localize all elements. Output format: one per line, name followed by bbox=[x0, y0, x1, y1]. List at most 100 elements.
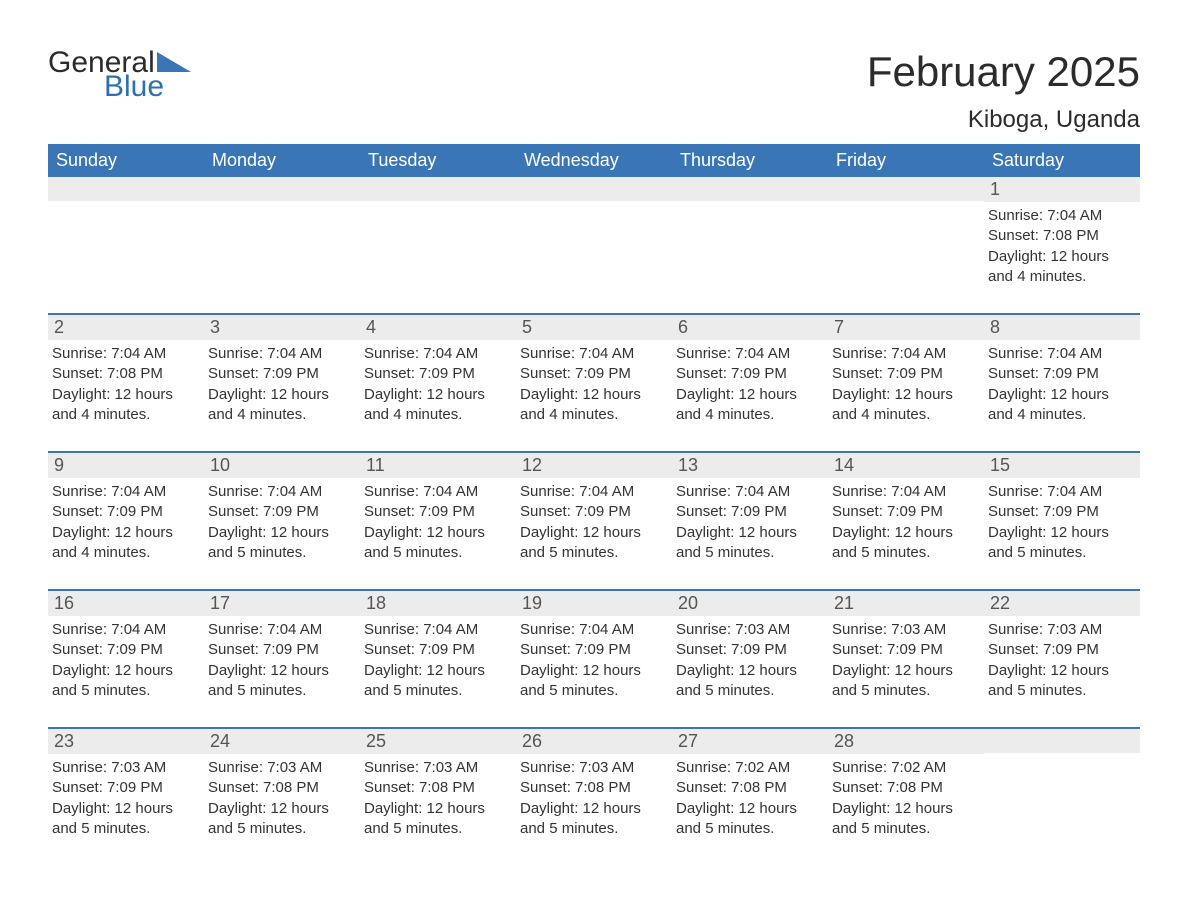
day-number: 9 bbox=[48, 453, 204, 478]
sunset-label: Sunset: 7:09 PM bbox=[832, 640, 980, 660]
sunset-label: Sunset: 7:09 PM bbox=[52, 778, 200, 798]
day-details: Sunrise: 7:03 AMSunset: 7:08 PMDaylight:… bbox=[204, 754, 360, 841]
daylight-line2: and 4 minutes. bbox=[52, 543, 200, 563]
sunset-label: Sunset: 7:09 PM bbox=[676, 502, 824, 522]
day-details: Sunrise: 7:04 AMSunset: 7:08 PMDaylight:… bbox=[984, 202, 1140, 289]
daylight-line2: and 5 minutes. bbox=[832, 543, 980, 563]
daylight-line1: Daylight: 12 hours bbox=[520, 523, 668, 543]
calendar-day: 27Sunrise: 7:02 AMSunset: 7:08 PMDayligh… bbox=[672, 729, 828, 847]
daylight-line2: and 4 minutes. bbox=[676, 405, 824, 425]
day-details: Sunrise: 7:04 AMSunset: 7:09 PMDaylight:… bbox=[984, 340, 1140, 427]
sunset-label: Sunset: 7:08 PM bbox=[52, 364, 200, 384]
logo: General Blue bbox=[48, 48, 191, 102]
day-details: Sunrise: 7:03 AMSunset: 7:09 PMDaylight:… bbox=[984, 616, 1140, 703]
sunrise-label: Sunrise: 7:03 AM bbox=[364, 758, 512, 778]
day-number: 3 bbox=[204, 315, 360, 340]
day-number: 26 bbox=[516, 729, 672, 754]
sunrise-label: Sunrise: 7:04 AM bbox=[520, 620, 668, 640]
day-number: 13 bbox=[672, 453, 828, 478]
day-number-empty bbox=[204, 177, 360, 201]
dow-wednesday: Wednesday bbox=[516, 144, 672, 177]
sunrise-label: Sunrise: 7:02 AM bbox=[676, 758, 824, 778]
daylight-line2: and 5 minutes. bbox=[208, 819, 356, 839]
calendar-day: 14Sunrise: 7:04 AMSunset: 7:09 PMDayligh… bbox=[828, 453, 984, 571]
day-details: Sunrise: 7:04 AMSunset: 7:09 PMDaylight:… bbox=[360, 478, 516, 565]
calendar-day: 19Sunrise: 7:04 AMSunset: 7:09 PMDayligh… bbox=[516, 591, 672, 709]
sunset-label: Sunset: 7:09 PM bbox=[520, 364, 668, 384]
sunrise-label: Sunrise: 7:02 AM bbox=[832, 758, 980, 778]
daylight-line2: and 5 minutes. bbox=[676, 819, 824, 839]
day-number-empty bbox=[672, 177, 828, 201]
calendar-day: 12Sunrise: 7:04 AMSunset: 7:09 PMDayligh… bbox=[516, 453, 672, 571]
calendar-day: 18Sunrise: 7:04 AMSunset: 7:09 PMDayligh… bbox=[360, 591, 516, 709]
day-details: Sunrise: 7:02 AMSunset: 7:08 PMDaylight:… bbox=[828, 754, 984, 841]
daylight-line1: Daylight: 12 hours bbox=[364, 523, 512, 543]
day-number: 21 bbox=[828, 591, 984, 616]
day-number: 11 bbox=[360, 453, 516, 478]
calendar-day: 8Sunrise: 7:04 AMSunset: 7:09 PMDaylight… bbox=[984, 315, 1140, 433]
sunset-label: Sunset: 7:09 PM bbox=[988, 364, 1136, 384]
sunrise-label: Sunrise: 7:03 AM bbox=[520, 758, 668, 778]
daylight-line1: Daylight: 12 hours bbox=[208, 661, 356, 681]
day-details: Sunrise: 7:03 AMSunset: 7:09 PMDaylight:… bbox=[48, 754, 204, 841]
calendar-day: 10Sunrise: 7:04 AMSunset: 7:09 PMDayligh… bbox=[204, 453, 360, 571]
dow-thursday: Thursday bbox=[672, 144, 828, 177]
day-details: Sunrise: 7:04 AMSunset: 7:09 PMDaylight:… bbox=[360, 340, 516, 427]
daylight-line1: Daylight: 12 hours bbox=[208, 385, 356, 405]
dow-saturday: Saturday bbox=[984, 144, 1140, 177]
day-details: Sunrise: 7:04 AMSunset: 7:09 PMDaylight:… bbox=[48, 478, 204, 565]
sunset-label: Sunset: 7:08 PM bbox=[676, 778, 824, 798]
day-number: 7 bbox=[828, 315, 984, 340]
daylight-line1: Daylight: 12 hours bbox=[520, 799, 668, 819]
daylight-line2: and 5 minutes. bbox=[52, 681, 200, 701]
day-details: Sunrise: 7:03 AMSunset: 7:09 PMDaylight:… bbox=[828, 616, 984, 703]
daylight-line1: Daylight: 12 hours bbox=[676, 523, 824, 543]
calendar-day: 24Sunrise: 7:03 AMSunset: 7:08 PMDayligh… bbox=[204, 729, 360, 847]
day-details: Sunrise: 7:04 AMSunset: 7:09 PMDaylight:… bbox=[516, 478, 672, 565]
calendar-week: 16Sunrise: 7:04 AMSunset: 7:09 PMDayligh… bbox=[48, 589, 1140, 709]
daylight-line1: Daylight: 12 hours bbox=[52, 661, 200, 681]
day-details: Sunrise: 7:04 AMSunset: 7:09 PMDaylight:… bbox=[204, 478, 360, 565]
daylight-line2: and 5 minutes. bbox=[520, 543, 668, 563]
calendar-day: 7Sunrise: 7:04 AMSunset: 7:09 PMDaylight… bbox=[828, 315, 984, 433]
day-number: 4 bbox=[360, 315, 516, 340]
daylight-line1: Daylight: 12 hours bbox=[208, 523, 356, 543]
daylight-line1: Daylight: 12 hours bbox=[364, 385, 512, 405]
sunset-label: Sunset: 7:09 PM bbox=[364, 640, 512, 660]
dow-monday: Monday bbox=[204, 144, 360, 177]
day-number: 24 bbox=[204, 729, 360, 754]
logo-blue-text: Blue bbox=[104, 72, 191, 102]
day-details: Sunrise: 7:02 AMSunset: 7:08 PMDaylight:… bbox=[672, 754, 828, 841]
daylight-line1: Daylight: 12 hours bbox=[832, 523, 980, 543]
calendar-day bbox=[516, 177, 672, 295]
sunrise-label: Sunrise: 7:03 AM bbox=[208, 758, 356, 778]
calendar-week: 23Sunrise: 7:03 AMSunset: 7:09 PMDayligh… bbox=[48, 727, 1140, 847]
calendar-week: 9Sunrise: 7:04 AMSunset: 7:09 PMDaylight… bbox=[48, 451, 1140, 571]
month-title: February 2025 bbox=[867, 48, 1140, 96]
sunrise-label: Sunrise: 7:04 AM bbox=[676, 482, 824, 502]
daylight-line2: and 5 minutes. bbox=[364, 819, 512, 839]
dow-friday: Friday bbox=[828, 144, 984, 177]
day-number: 2 bbox=[48, 315, 204, 340]
daylight-line1: Daylight: 12 hours bbox=[988, 523, 1136, 543]
daylight-line2: and 5 minutes. bbox=[988, 543, 1136, 563]
sunrise-label: Sunrise: 7:04 AM bbox=[364, 344, 512, 364]
sunset-label: Sunset: 7:09 PM bbox=[988, 502, 1136, 522]
calendar-day: 23Sunrise: 7:03 AMSunset: 7:09 PMDayligh… bbox=[48, 729, 204, 847]
calendar-week: 1Sunrise: 7:04 AMSunset: 7:08 PMDaylight… bbox=[48, 177, 1140, 295]
day-number: 14 bbox=[828, 453, 984, 478]
calendar-day: 16Sunrise: 7:04 AMSunset: 7:09 PMDayligh… bbox=[48, 591, 204, 709]
sunset-label: Sunset: 7:08 PM bbox=[208, 778, 356, 798]
sunrise-label: Sunrise: 7:04 AM bbox=[52, 620, 200, 640]
day-number: 1 bbox=[984, 177, 1140, 202]
sunrise-label: Sunrise: 7:04 AM bbox=[208, 620, 356, 640]
sunrise-label: Sunrise: 7:04 AM bbox=[208, 344, 356, 364]
calendar-page: General Blue February 2025 Kiboga, Ugand… bbox=[0, 0, 1188, 887]
day-details: Sunrise: 7:03 AMSunset: 7:08 PMDaylight:… bbox=[360, 754, 516, 841]
calendar-day bbox=[204, 177, 360, 295]
day-number-empty bbox=[828, 177, 984, 201]
sunset-label: Sunset: 7:08 PM bbox=[520, 778, 668, 798]
calendar-day: 4Sunrise: 7:04 AMSunset: 7:09 PMDaylight… bbox=[360, 315, 516, 433]
sunset-label: Sunset: 7:09 PM bbox=[676, 640, 824, 660]
day-number: 27 bbox=[672, 729, 828, 754]
